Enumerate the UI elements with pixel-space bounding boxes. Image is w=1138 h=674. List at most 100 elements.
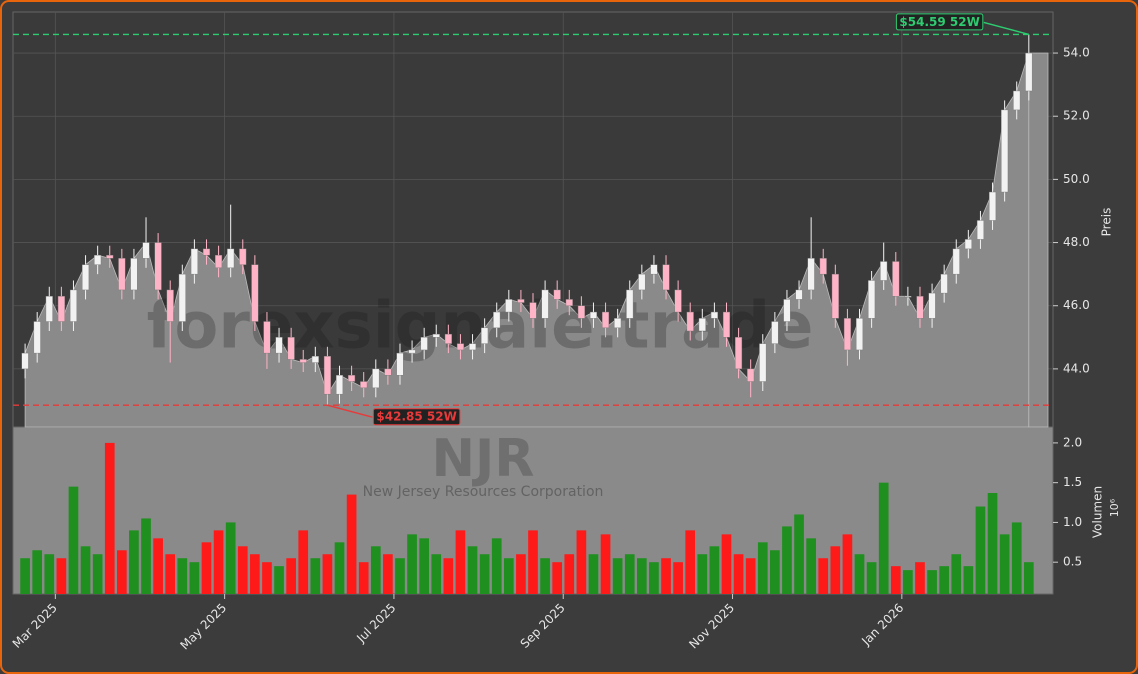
volume-bar bbox=[721, 534, 732, 594]
volume-bar bbox=[890, 566, 901, 594]
candle-body bbox=[481, 327, 489, 344]
candle-body bbox=[553, 289, 561, 300]
volume-bar bbox=[310, 558, 321, 594]
volume-bar bbox=[201, 542, 212, 594]
volume-bar bbox=[770, 550, 780, 594]
volume-bar bbox=[963, 566, 974, 594]
volume-bar bbox=[298, 530, 309, 594]
volume-bar bbox=[68, 486, 79, 594]
candle-body bbox=[759, 343, 767, 382]
volume-bar bbox=[685, 530, 696, 594]
volume-bar bbox=[818, 558, 829, 594]
volume-bar bbox=[419, 538, 429, 594]
candle-body bbox=[916, 296, 924, 319]
candle-body bbox=[215, 254, 223, 269]
volume-bar bbox=[346, 494, 357, 594]
annotation-box bbox=[372, 408, 461, 426]
volume-bar bbox=[165, 554, 176, 594]
volume-bar bbox=[975, 506, 986, 594]
volume-bar bbox=[600, 534, 611, 594]
volume-bar bbox=[745, 558, 756, 594]
candle-body bbox=[541, 289, 549, 319]
candle-body bbox=[602, 311, 610, 329]
volume-bar bbox=[225, 522, 236, 594]
candle-body bbox=[940, 273, 948, 294]
candle-body bbox=[21, 352, 29, 370]
candle-body bbox=[952, 248, 960, 275]
volume-bar bbox=[540, 558, 550, 594]
volume-bar bbox=[467, 546, 478, 594]
candle-body bbox=[251, 264, 259, 322]
volume-bar bbox=[516, 554, 526, 594]
candle-body bbox=[771, 321, 779, 344]
candle-body bbox=[819, 258, 827, 275]
candle-body bbox=[456, 343, 464, 351]
candle-body bbox=[287, 337, 295, 360]
y2-axis-label: Volumen bbox=[1091, 486, 1105, 538]
candle-body bbox=[311, 356, 319, 363]
candle-body bbox=[57, 296, 65, 322]
volume-bar bbox=[830, 546, 841, 594]
candle-body bbox=[190, 248, 198, 275]
y-tick-label: 44.0 bbox=[1063, 361, 1090, 375]
volume-bar bbox=[153, 538, 163, 594]
candle-body bbox=[783, 299, 791, 322]
volume-bar bbox=[939, 566, 949, 594]
candle-body bbox=[420, 337, 428, 351]
volume-bar bbox=[528, 530, 538, 594]
volume-bar bbox=[903, 570, 913, 594]
volume-bar bbox=[286, 558, 296, 594]
volume-bar bbox=[250, 554, 260, 594]
volume-bar bbox=[358, 562, 369, 594]
candle-body bbox=[626, 289, 634, 319]
y-tick-label: 48.0 bbox=[1063, 235, 1090, 249]
y-axis-label: Preis bbox=[1100, 208, 1114, 237]
candle-body bbox=[735, 337, 743, 370]
volume-bar bbox=[576, 530, 587, 594]
candle-body bbox=[831, 273, 839, 319]
annotation-arrow bbox=[327, 404, 373, 418]
watermark: forexsignale.trade bbox=[147, 290, 814, 364]
y2-tick-label: 0.5 bbox=[1063, 555, 1082, 569]
y-tick-label: 52.0 bbox=[1063, 109, 1090, 123]
volume-bar bbox=[129, 530, 139, 594]
candle-body bbox=[372, 368, 380, 389]
volume-bar bbox=[637, 558, 647, 594]
volume-bar bbox=[951, 554, 962, 594]
candle-body bbox=[335, 375, 344, 395]
y2-unit: 10⁶ bbox=[1108, 498, 1121, 517]
candle-body bbox=[1013, 90, 1021, 111]
volume-bar bbox=[757, 542, 768, 594]
area-extension bbox=[1028, 52, 1049, 428]
volume-bar bbox=[649, 562, 659, 594]
candle-body bbox=[529, 302, 537, 319]
volume-bar bbox=[854, 554, 865, 594]
candle-body bbox=[638, 273, 646, 291]
candle-body bbox=[795, 289, 803, 300]
candle-body bbox=[976, 220, 984, 240]
volume-bar bbox=[479, 554, 490, 594]
candle-body bbox=[505, 299, 513, 313]
volume-bar bbox=[503, 558, 514, 594]
volume-bar bbox=[794, 514, 804, 594]
volume-bar bbox=[733, 554, 744, 594]
candle-body bbox=[299, 359, 307, 363]
volume-bar bbox=[20, 558, 30, 594]
volume-bar bbox=[407, 534, 417, 594]
candle-body bbox=[94, 254, 102, 265]
volume-bar bbox=[141, 518, 151, 594]
annotation-arrow bbox=[983, 21, 1030, 36]
candle-body bbox=[1025, 52, 1033, 92]
candle-body bbox=[82, 264, 90, 291]
candle-body bbox=[69, 289, 77, 322]
volume-bar bbox=[927, 570, 937, 594]
candle-body bbox=[807, 258, 815, 291]
y2-tick-label: 1.5 bbox=[1063, 475, 1082, 489]
candle-body bbox=[662, 264, 670, 291]
volume-bar bbox=[1023, 562, 1034, 594]
candle-body bbox=[154, 242, 162, 291]
candle-body bbox=[384, 368, 392, 376]
volume-bar bbox=[117, 550, 127, 594]
candle-body bbox=[239, 248, 247, 265]
candle-body bbox=[45, 296, 53, 322]
